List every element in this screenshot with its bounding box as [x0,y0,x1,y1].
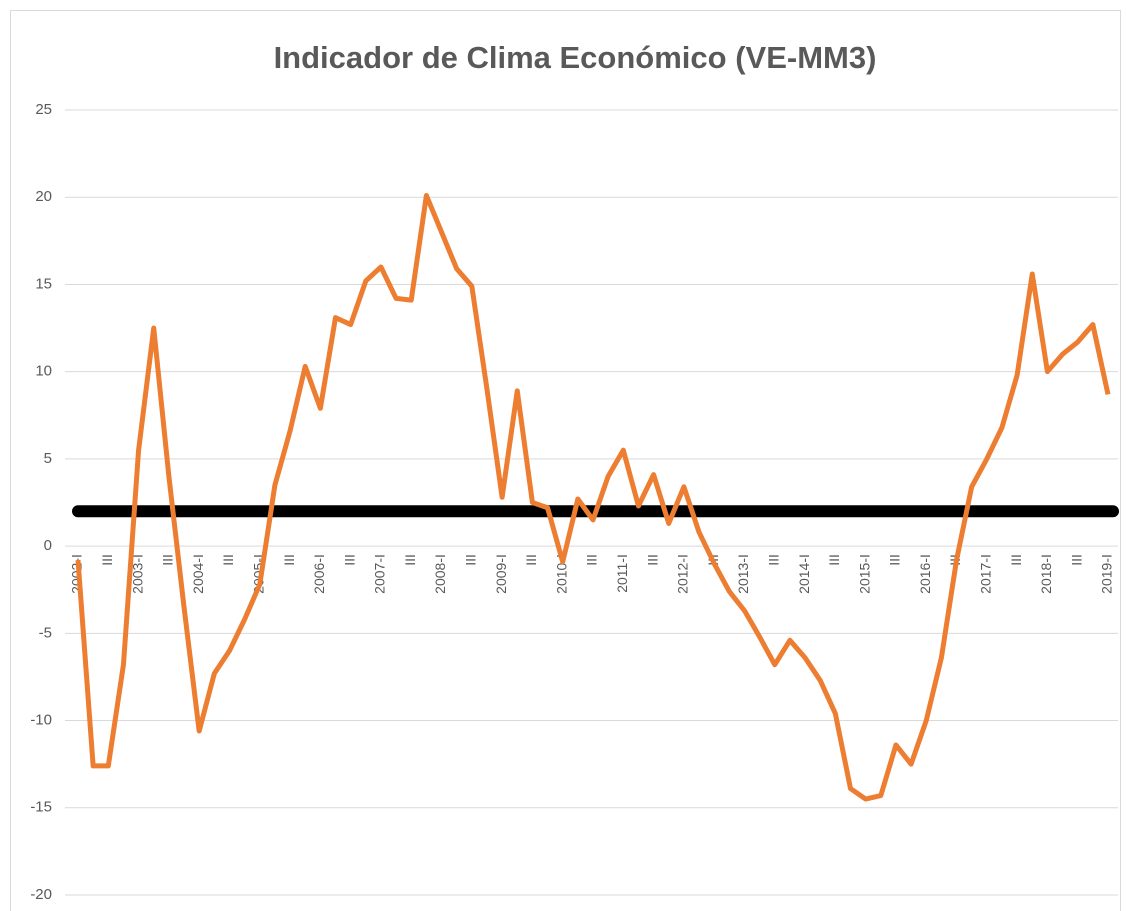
x-tick-label: 2012-I [675,554,691,594]
x-tick-label: III [523,554,539,566]
y-tick-label: 10 [35,363,52,380]
x-tick-label: III [644,554,660,566]
chart-border [10,10,1121,911]
y-tick-label: -5 [39,624,52,641]
x-tick-label: III [1068,554,1084,566]
y-tick-label: 5 [44,450,52,467]
chart-title: Indicador de Clima Económico (VE-MM3) [274,40,877,75]
y-tick-label: 25 [35,101,52,118]
x-tick-label: III [220,554,236,566]
x-tick-label: 2007-I [372,554,388,594]
x-tick-label: III [887,554,903,566]
x-tick-label: 2004-I [190,554,206,594]
data-line [75,192,1111,802]
x-tick-label: III [402,554,418,566]
x-tick-label: III [765,554,781,566]
y-tick-label: -10 [30,712,52,729]
x-tick-label: III [826,554,842,566]
x-tick-label: III [341,554,357,566]
x-tick-label: 2013-I [735,554,751,594]
x-tick-label: 2011-I [614,554,630,593]
y-tick-label: 15 [35,275,52,292]
y-tick-label: -15 [30,799,52,816]
y-tick-label: 20 [35,188,52,205]
x-tick-label: 2017-I [978,554,994,594]
x-tick-label: III [281,554,297,566]
x-tick-label: 2019-I [1099,554,1115,594]
x-tick-label: 2015-I [856,554,872,594]
y-tick-label: -20 [30,886,52,903]
x-tick-label: III [463,554,479,566]
x-tick-label: 2009-I [493,554,509,594]
x-tick-label: 2006-I [311,554,327,594]
x-tick-label: 2016-I [917,554,933,594]
x-tick-label: 2008-I [432,554,448,594]
x-tick-label: 2018-I [1038,554,1054,594]
x-tick-label: III [160,554,176,566]
x-tick-label: 2003-I [129,554,145,594]
x-tick-label: 2010-I [553,554,569,594]
x-tick-label: III [99,554,115,566]
y-tick-label: 0 [44,537,52,554]
x-tick-label: III [584,554,600,566]
x-tick-label: III [1008,554,1024,566]
x-tick-label: 2014-I [796,554,812,594]
